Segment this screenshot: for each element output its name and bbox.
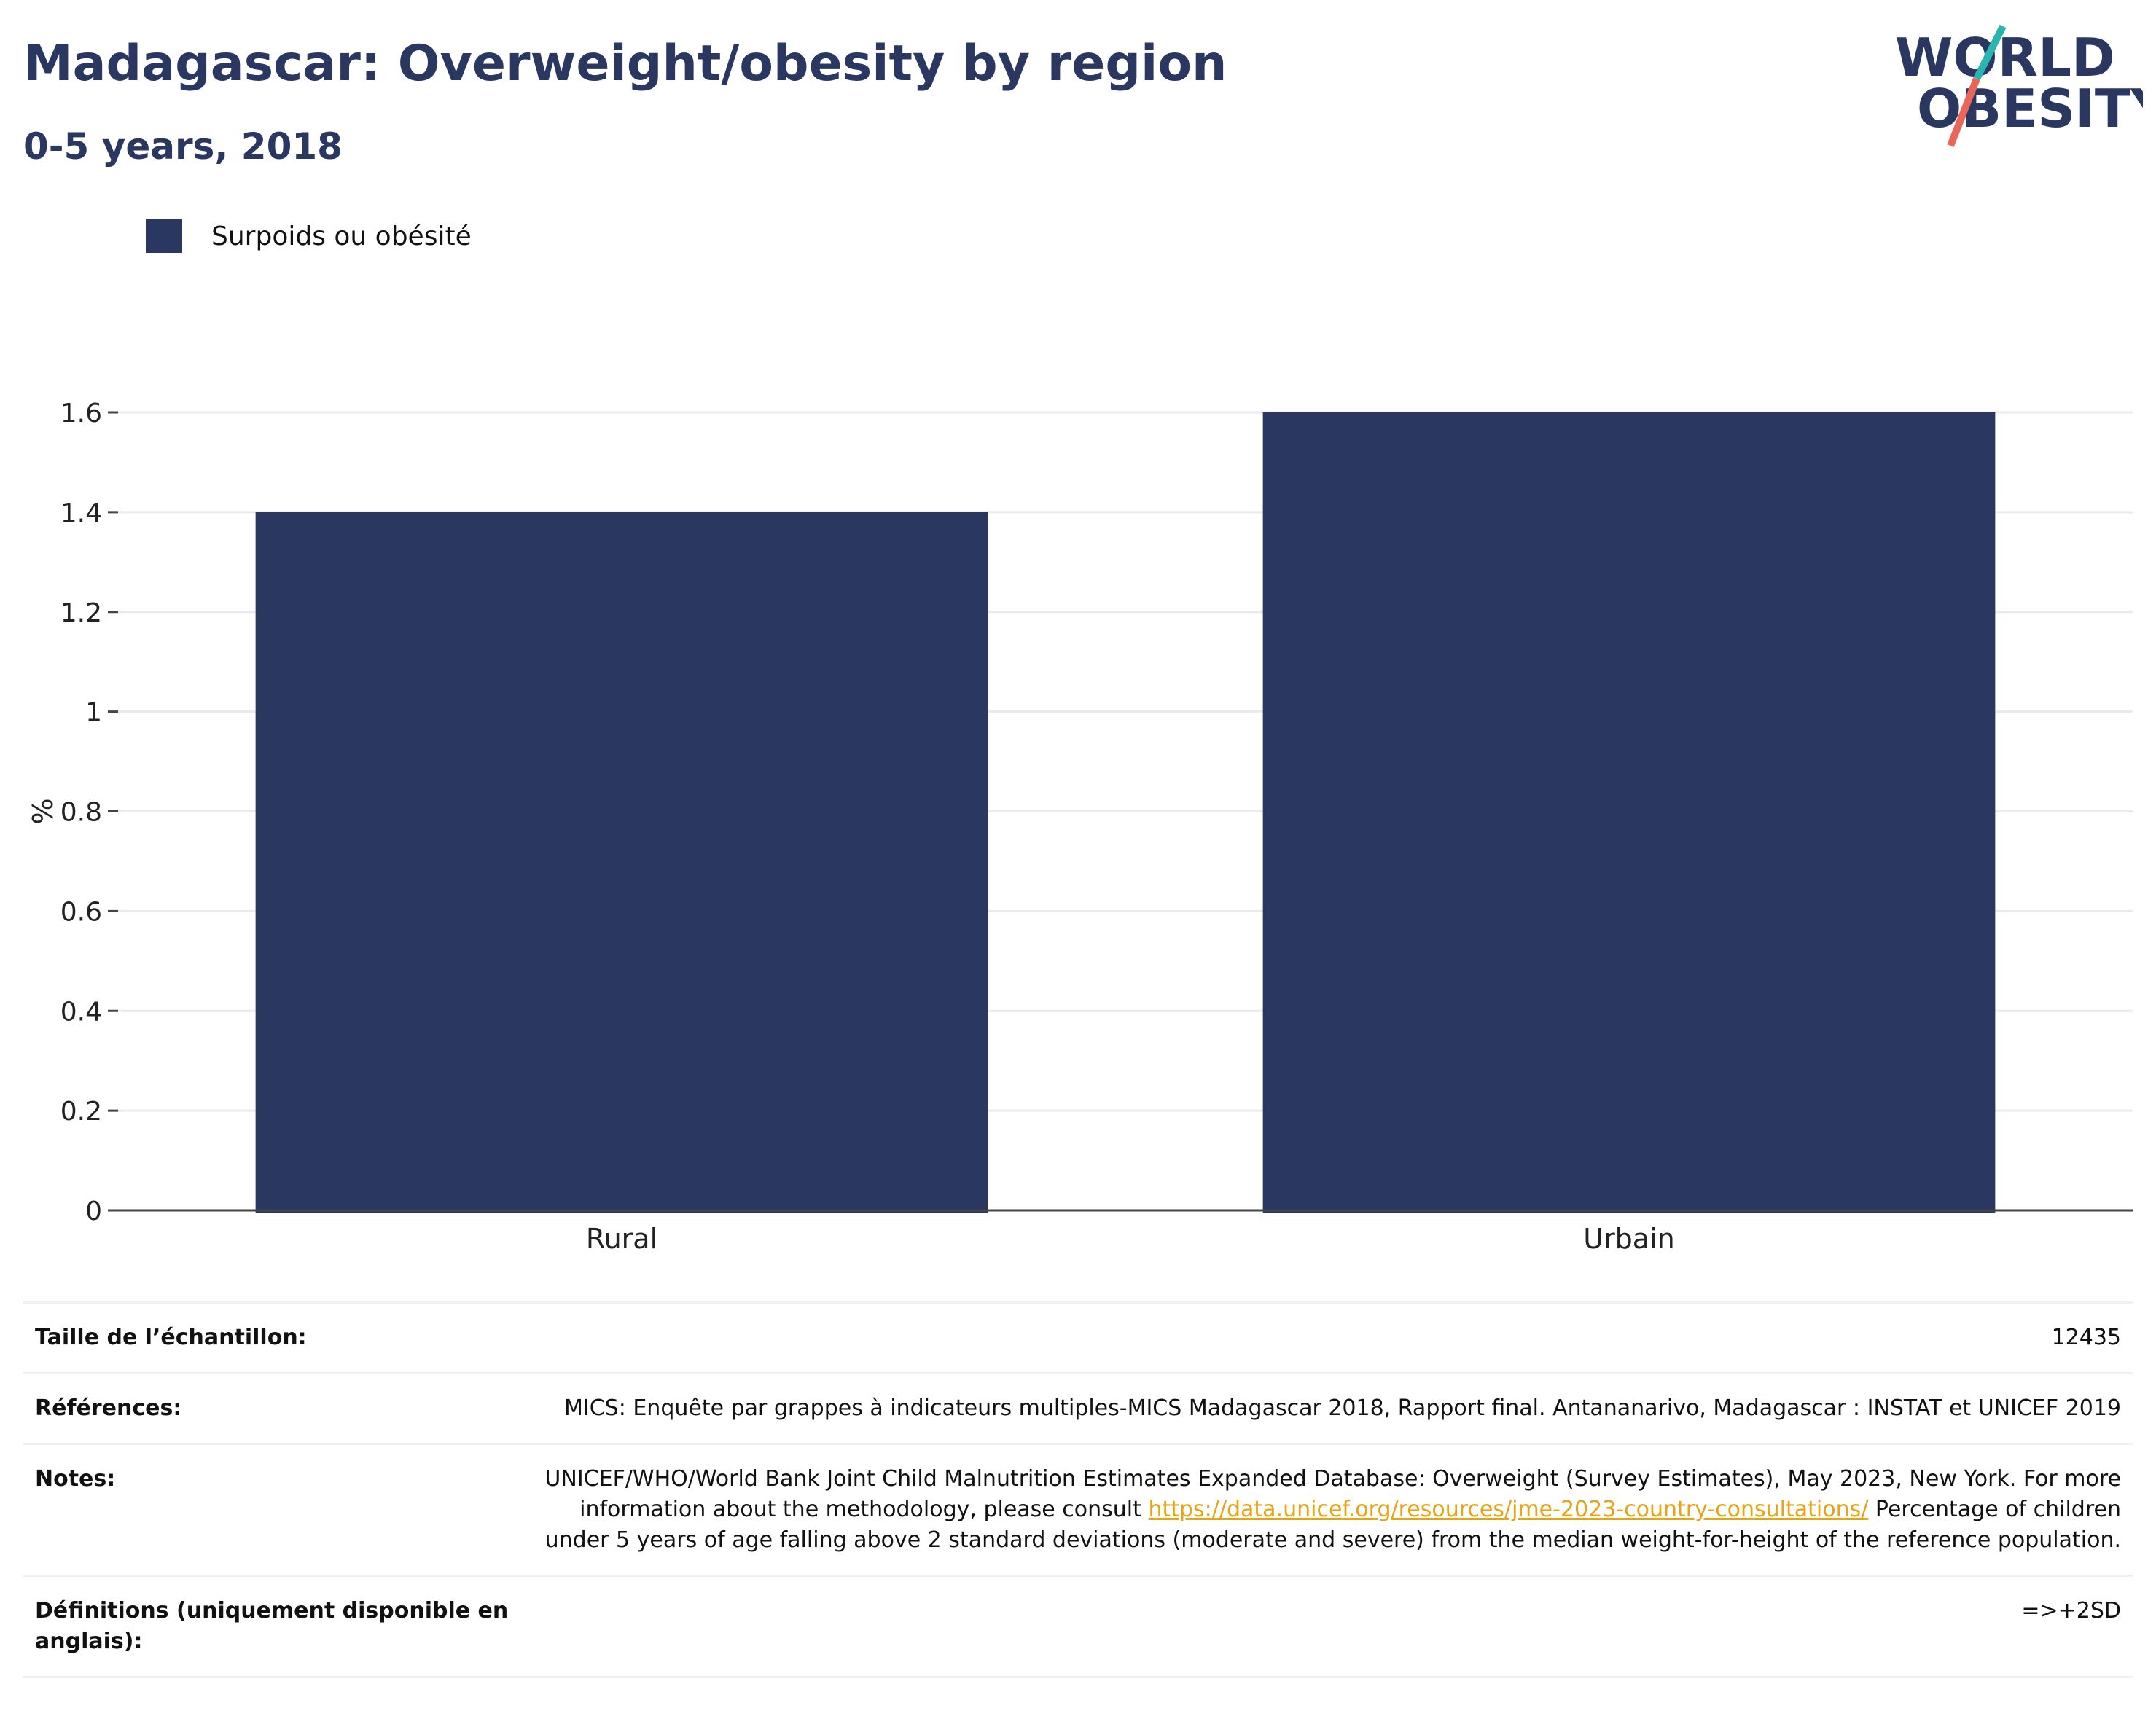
bar xyxy=(255,512,988,1213)
info-table: Taille de l’échantillon: 12435 Référence… xyxy=(23,1301,2133,1678)
x-tick-label: Urbain xyxy=(1583,1223,1675,1255)
references-label: Références: xyxy=(35,1395,182,1421)
definitions-value: =>+2SD xyxy=(2021,1598,2121,1624)
legend-label: Surpoids ou obésité xyxy=(211,221,472,251)
notes-text-after: Percentage of children under 5 years of … xyxy=(544,1497,2121,1553)
logo-slash-top xyxy=(1973,24,2007,81)
world-obesity-logo: WORLD OBESITY xyxy=(1895,24,2143,147)
sample-size-label: Taille de l’échantillon: xyxy=(35,1325,307,1350)
references-value: MICS: Enquête par grappes à indicateurs … xyxy=(563,1395,2121,1421)
y-tick-label: 1.6 xyxy=(60,399,102,428)
y-tick-label: 1 xyxy=(85,698,102,728)
sample-size-value: 12435 xyxy=(2051,1325,2121,1350)
notes-link[interactable]: https://data.unicef.org/resources/jme-20… xyxy=(1148,1497,1869,1522)
bar-chart: 0 0.2 0.4 0.6 0.8 1 1.2 1.4 1.6% Rural Urbain xyxy=(27,399,2133,1255)
logo-slash-bottom xyxy=(1947,77,1980,147)
page-title: Madagascar: Overweight/obesity by region xyxy=(23,35,1227,93)
info-row-definitions: Définitions (uniquement disponible en an… xyxy=(23,1577,2133,1678)
notes-value: UNICEF/WHO/World Bank Joint Child Malnut… xyxy=(531,1464,2121,1556)
legend-swatch xyxy=(146,219,182,253)
y-tick-label: 0.8 xyxy=(60,798,102,828)
legend[interactable]: Surpoids ou obésité xyxy=(146,217,472,255)
x-tick-label: Rural xyxy=(586,1223,657,1255)
y-tick-label: 0.6 xyxy=(60,897,102,927)
info-row-sample-size: Taille de l’échantillon: 12435 xyxy=(23,1304,2133,1374)
logo-line1: WORLD xyxy=(1895,27,2115,88)
y-tick-label: 0.4 xyxy=(60,997,102,1027)
y-tick-label: 0.2 xyxy=(60,1097,102,1127)
info-row-references: Références: MICS: Enquête par grappes à … xyxy=(23,1374,2133,1445)
notes-label: Notes: xyxy=(35,1466,116,1492)
bar xyxy=(1262,412,1996,1213)
y-tick-label: 1.4 xyxy=(60,498,102,528)
y-tick-label: 1.2 xyxy=(60,598,102,628)
info-row-notes: Notes: UNICEF/WHO/World Bank Joint Child… xyxy=(23,1445,2133,1577)
notes-text-before: UNICEF/WHO/World Bank Joint Child Malnut… xyxy=(544,1466,2121,1522)
definitions-label: Définitions (uniquement disponible en an… xyxy=(35,1598,509,1654)
page-subtitle: 0-5 years, 2018 xyxy=(23,125,343,168)
y-tick-label: 0 xyxy=(85,1197,102,1226)
y-axis-title: % xyxy=(27,798,59,824)
